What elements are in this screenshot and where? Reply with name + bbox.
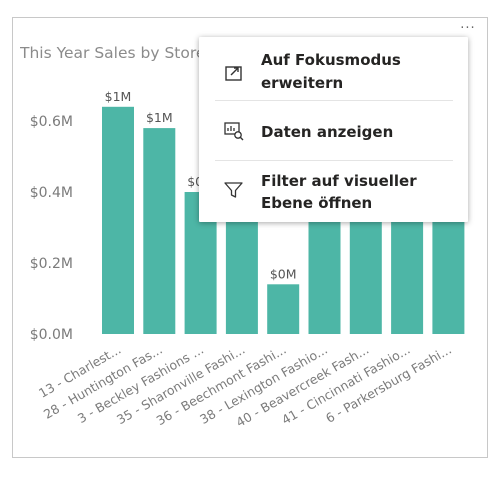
data-label: $1M xyxy=(146,110,173,125)
menu-item-label: Ebene öffnen xyxy=(261,194,373,212)
bar[interactable] xyxy=(143,128,176,334)
menu-item-label: Daten anzeigen xyxy=(261,123,394,141)
focus-mode-icon xyxy=(225,66,242,81)
y-tick-label: $0.0M xyxy=(30,327,73,343)
menu-divider xyxy=(215,160,453,161)
bar[interactable] xyxy=(267,284,300,334)
menu-item-label: erweitern xyxy=(261,74,344,92)
visual-context-menu: Auf Fokusmodus erweitern Daten anzeigen … xyxy=(199,37,468,222)
y-tick-label: $0.4M xyxy=(30,185,73,201)
menu-item-label: Auf Fokusmodus xyxy=(261,51,401,69)
filter-icon xyxy=(224,182,243,198)
data-label: $0M xyxy=(270,266,297,281)
menu-item-open-visual-filter[interactable]: Filter auf visueller Ebene öffnen xyxy=(199,167,468,217)
more-options-button[interactable]: ... xyxy=(460,17,476,32)
menu-divider xyxy=(215,100,453,101)
menu-item-focus-mode[interactable]: Auf Fokusmodus erweitern xyxy=(199,45,468,101)
chart-title: This Year Sales by Store xyxy=(20,44,206,62)
y-tick-label: $0.6M xyxy=(30,114,73,130)
bar[interactable] xyxy=(102,106,134,334)
show-data-icon xyxy=(224,122,244,141)
data-label: $1M xyxy=(105,89,132,104)
y-tick-label: $0.2M xyxy=(30,256,73,272)
menu-item-label: Filter auf visueller xyxy=(261,172,417,190)
menu-item-show-data[interactable]: Daten anzeigen xyxy=(199,109,468,155)
